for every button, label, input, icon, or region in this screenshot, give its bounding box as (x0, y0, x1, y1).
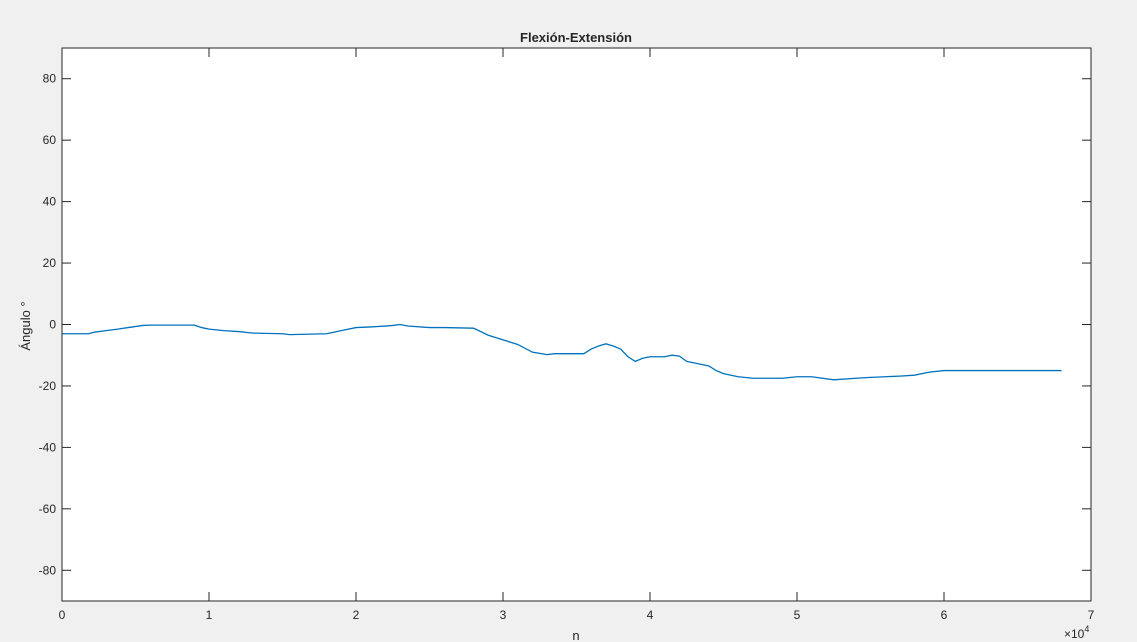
y-tick-label: 0 (49, 318, 56, 332)
x-tick-label: 0 (59, 608, 66, 622)
chart-title: Flexión-Extensión (520, 30, 632, 45)
x-tick-label: 1 (206, 608, 213, 622)
x-tick-label: 7 (1088, 608, 1095, 622)
x-exponent-base: ×10 (1064, 627, 1085, 641)
y-tick-label: -40 (39, 440, 57, 454)
y-tick-label: -80 (39, 563, 57, 577)
tick-labels: 0 1 2 3 4 5 6 7 -80 -60 -40 -20 0 20 40 60 80 (39, 72, 1095, 622)
x-tick-label: 5 (794, 608, 801, 622)
x-tick-label: 4 (647, 608, 654, 622)
y-tick-label: 80 (43, 72, 57, 86)
y-axis-label: Ángulo ° (18, 301, 33, 350)
axes-box (61, 47, 1092, 602)
x-axis-label: n (572, 628, 579, 642)
axes-background (62, 48, 1091, 601)
y-tick-label: 20 (43, 256, 57, 270)
x-exponent-label: ×104 (1064, 624, 1089, 641)
y-tick-label: -20 (39, 379, 57, 393)
x-tick-label: 2 (353, 608, 360, 622)
x-tick-label: 3 (500, 608, 507, 622)
y-tick-label: 60 (43, 133, 57, 147)
x-exponent-power: 4 (1084, 624, 1089, 634)
series-line (62, 323, 1062, 381)
y-tick-label: -60 (39, 502, 57, 516)
x-tick-label: 6 (941, 608, 948, 622)
y-tick-label: 40 (43, 195, 57, 209)
